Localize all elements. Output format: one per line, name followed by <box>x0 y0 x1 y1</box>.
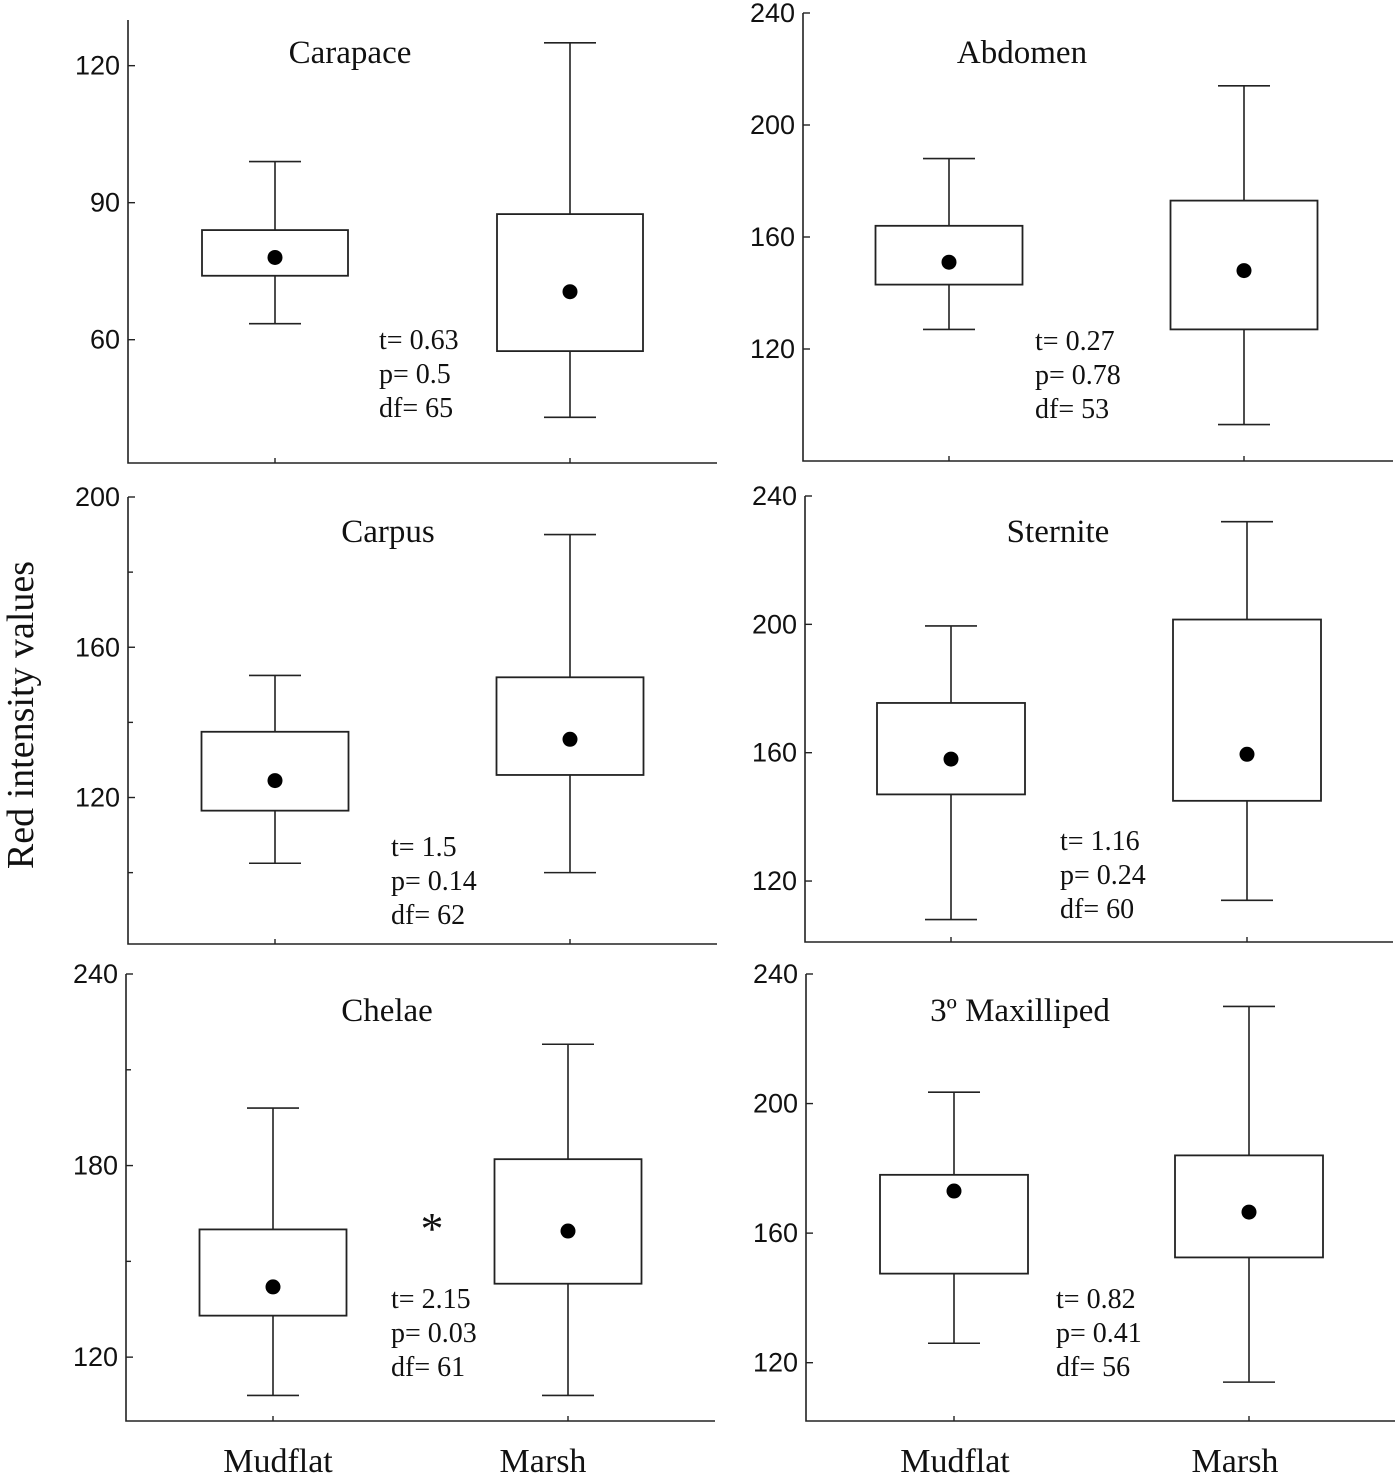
panel-title: Abdomen <box>957 35 1087 71</box>
axis-frame <box>805 974 1395 1422</box>
panel-title: Carapace <box>289 35 412 71</box>
mean-point <box>562 731 578 747</box>
mean-point <box>943 751 959 767</box>
y-tick-label: 90 <box>90 188 120 218</box>
stat-p: p= 0.24 <box>1060 860 1146 891</box>
panel-3-maxilliped: 120 160 200 240 3º Maxilliped t= 0.82p= 0.41d… <box>753 959 1395 1422</box>
box-mudflat <box>879 1091 1029 1345</box>
axis-frame <box>127 497 717 945</box>
stat-df: df= 60 <box>1060 894 1134 925</box>
y-tick-label: 240 <box>753 959 798 989</box>
x-label-marsh-right: Marsh <box>1192 1443 1279 1478</box>
axis-frame <box>125 974 715 1422</box>
stat-t: t= 0.27 <box>1035 326 1115 357</box>
panel-title: 3º Maxilliped <box>930 993 1110 1029</box>
stat-p: p= 0.5 <box>379 359 451 390</box>
y-tick-label: 200 <box>75 482 120 512</box>
box-mudflat <box>198 1107 348 1397</box>
stat-df: df= 56 <box>1056 1352 1130 1383</box>
y-tick-label: 180 <box>73 1151 118 1181</box>
y-tick-label: 120 <box>752 866 797 896</box>
y-tick-label: 160 <box>75 632 120 662</box>
stat-t: t= 2.15 <box>391 1284 471 1315</box>
interquartile-box <box>493 1158 643 1285</box>
mean-point <box>562 284 578 300</box>
stat-p: p= 0.03 <box>391 1318 477 1349</box>
mean-point <box>946 1183 962 1199</box>
stat-df: df= 53 <box>1035 394 1109 425</box>
y-tick-label: 60 <box>90 325 120 355</box>
box-mudflat <box>874 157 1024 331</box>
stat-t: t= 0.82 <box>1056 1284 1136 1315</box>
mean-point <box>267 249 283 265</box>
y-tick-label: 200 <box>750 110 795 140</box>
x-label-marsh-left: Marsh <box>500 1443 587 1478</box>
x-label-mudflat-right: Mudflat <box>900 1443 1010 1478</box>
y-tick-label: 240 <box>73 959 118 989</box>
y-tick-label: 120 <box>73 1342 118 1372</box>
y-tick-label: 120 <box>75 783 120 813</box>
stat-t: t= 1.5 <box>391 832 457 863</box>
box-marsh <box>493 1043 643 1397</box>
stat-t: t= 1.16 <box>1060 826 1140 857</box>
mean-point <box>267 773 283 789</box>
axis-frame <box>804 496 1393 943</box>
interquartile-box <box>876 702 1026 796</box>
panel-carapace: 60 90 120 Carapace t= 0.63p= 0.5df= 65 <box>75 20 717 464</box>
y-tick-label: 160 <box>752 738 797 768</box>
stat-p: p= 0.78 <box>1035 360 1121 391</box>
stat-df: df= 65 <box>379 393 453 424</box>
x-label-mudflat-left: Mudflat <box>223 1443 333 1478</box>
interquartile-box <box>200 730 350 812</box>
y-tick-label: 200 <box>753 1089 798 1119</box>
mean-point <box>560 1223 576 1239</box>
panels: 60 90 120 Carapace t= 0.63p= 0.5df= 65 120 160… <box>73 0 1395 1422</box>
box-marsh <box>496 42 644 419</box>
stat-df: df= 62 <box>391 900 465 931</box>
y-axis-title: Red intensity values <box>0 561 42 869</box>
box-marsh <box>1172 520 1322 902</box>
axis-frame <box>802 13 1393 462</box>
box-marsh <box>1174 1005 1324 1383</box>
panel-title: Chelae <box>341 993 433 1029</box>
mean-point <box>1239 746 1255 762</box>
box-marsh <box>495 533 645 874</box>
y-tick-label: 120 <box>75 51 120 81</box>
stat-df: df= 61 <box>391 1352 465 1383</box>
box-marsh <box>1169 85 1319 426</box>
y-tick-label: 160 <box>750 222 795 252</box>
y-tick-label: 160 <box>753 1218 798 1248</box>
y-tick-label: 120 <box>750 334 795 364</box>
interquartile-box <box>1172 618 1322 802</box>
axis-frame <box>127 20 717 464</box>
panel-title: Carpus <box>341 514 435 550</box>
interquartile-box <box>496 213 644 353</box>
y-tick-label: 120 <box>753 1348 798 1378</box>
y-tick-label: 240 <box>752 481 797 511</box>
mean-point <box>1241 1204 1257 1220</box>
significance-marker: * <box>421 1203 444 1254</box>
interquartile-box <box>495 676 645 776</box>
box-mudflat <box>201 160 349 325</box>
mean-point <box>1236 263 1252 279</box>
box-mudflat <box>200 674 350 865</box>
box-mudflat <box>876 625 1026 921</box>
panel-title: Sternite <box>1007 514 1110 550</box>
stat-p: p= 0.41 <box>1056 1318 1142 1349</box>
mean-point <box>265 1279 281 1295</box>
stat-t: t= 0.63 <box>379 325 459 356</box>
stat-p: p= 0.14 <box>391 866 477 897</box>
y-tick-label: 240 <box>750 0 795 28</box>
mean-point <box>941 254 957 270</box>
y-tick-label: 200 <box>752 609 797 639</box>
interquartile-box <box>198 1228 348 1317</box>
